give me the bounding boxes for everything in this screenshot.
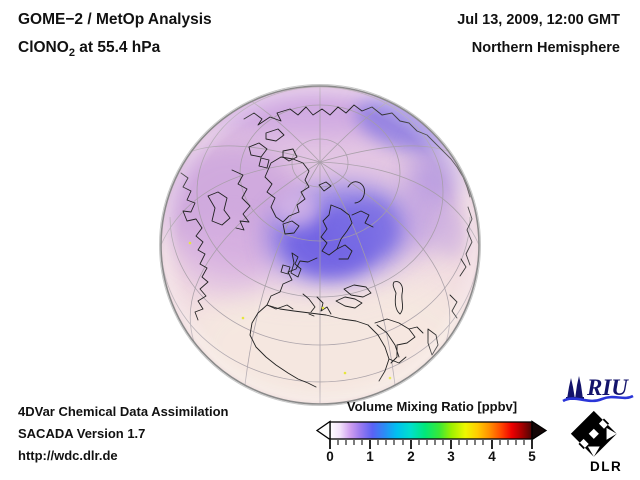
- colorbar-overflow-arrow: [531, 420, 548, 441]
- colorbar-tick-5: 5: [528, 449, 536, 464]
- riu-cathedral-icon: [566, 376, 584, 400]
- riu-logo: RIU: [562, 375, 634, 403]
- wdc-url: http://wdc.dlr.de: [18, 448, 118, 463]
- dlr-emblem-icon: [570, 410, 617, 457]
- species-subscript: 2: [68, 47, 75, 60]
- colorbar-tick-1: 1: [366, 449, 374, 464]
- version-label: SACADA Version 1.7: [18, 426, 146, 441]
- colorbar-tick-0: 0: [326, 449, 334, 464]
- footer-left: 4DVar Chemical Data Assimilation SACADA …: [18, 401, 229, 467]
- dlr-logo: [570, 410, 617, 457]
- colorbar-tick-3: 3: [447, 449, 455, 464]
- colorbar-title: Volume Mixing Ratio [ppbv]: [346, 399, 518, 414]
- assimilation-label: 4DVar Chemical Data Assimilation: [18, 404, 229, 419]
- colorbar-underflow-arrow: [315, 420, 331, 441]
- colorbar-gradient-bar: [329, 421, 533, 440]
- analysis-title: GOME−2 / MetOp Analysis: [18, 11, 212, 28]
- colorbar-tick-2: 2: [407, 449, 415, 464]
- globe-outline-outer: [159, 84, 481, 406]
- globe: [159, 84, 481, 406]
- colorbar-minor-ticks: [337, 440, 525, 445]
- header-left: GOME−2 / MetOp Analysis ClONO2 at 55.4 h…: [18, 11, 212, 59]
- colorbar-tick-4: 4: [488, 449, 496, 464]
- dlr-logo-text: DLR: [590, 459, 622, 474]
- datetime-label: Jul 13, 2009, 12:00 GMT: [457, 12, 620, 28]
- species-name: ClONO: [18, 39, 69, 57]
- pressure-level: at 55.4 hPa: [74, 39, 161, 57]
- species-level-title: ClONO2 at 55.4 hPa: [18, 39, 212, 59]
- header-right: Jul 13, 2009, 12:00 GMT Northern Hemisph…: [457, 12, 620, 57]
- riu-logo-text: RIU: [586, 375, 629, 400]
- colorbar: [315, 420, 548, 449]
- globe-shading: [161, 86, 479, 404]
- region-label: Northern Hemisphere: [471, 39, 620, 56]
- colorbar-major-ticks: [329, 440, 533, 449]
- riu-swoosh: [562, 394, 634, 403]
- globe-outline: [160, 85, 480, 405]
